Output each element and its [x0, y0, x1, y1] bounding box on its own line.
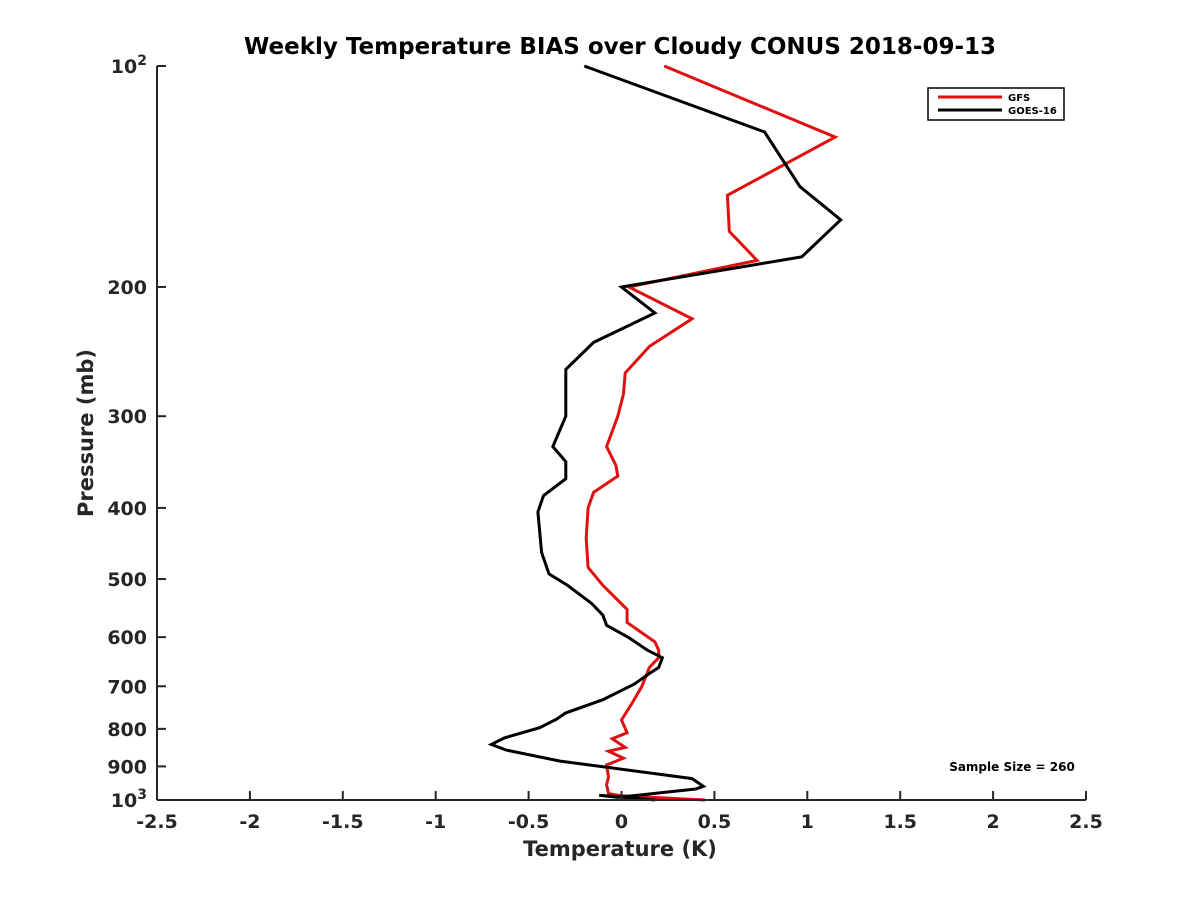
y-tick-label-base: 10 — [111, 790, 137, 812]
y-tick-label: 102 — [111, 53, 147, 78]
y-tick-label-exponent: 3 — [137, 787, 147, 803]
chart-title: Weekly Temperature BIAS over Cloudy CONU… — [244, 34, 996, 60]
y-tick-label-base: 400 — [107, 498, 147, 520]
y-tick-label: 400 — [107, 498, 147, 520]
x-axis-label: Temperature (K) — [523, 837, 717, 861]
y-tick-label: 600 — [107, 627, 147, 649]
x-tick-label: -1.5 — [322, 811, 364, 833]
y-tick-label-base: 500 — [107, 569, 147, 591]
y-tick-label: 700 — [107, 676, 147, 698]
y-tick-label-base: 10 — [111, 56, 137, 78]
x-tick-label: 0.5 — [698, 811, 732, 833]
x-tick-label: -0.5 — [508, 811, 550, 833]
x-tick-label: 0 — [615, 811, 628, 833]
axes-layer: -2.5 -2 -1.5 -1 -0.5 0 0.5 1 1.5 2 2.5102200300400… — [107, 53, 1103, 833]
x-tick-label: 1.5 — [883, 811, 917, 833]
x-tick-label: 2 — [986, 811, 999, 833]
y-axis-label: Pressure (mb) — [74, 349, 98, 517]
legend-label-goes-16: GOES-16 — [1008, 106, 1057, 117]
y-tick-label-base: 800 — [107, 719, 147, 741]
series-line-gfs — [584, 64, 839, 802]
y-tick-label-base: 700 — [107, 676, 147, 698]
y-tick-label: 200 — [107, 277, 147, 299]
legend-box — [927, 87, 1065, 121]
x-tick-label: -2 — [239, 811, 260, 833]
x-tick-label: -1 — [425, 811, 446, 833]
y-tick-label-base: 200 — [107, 277, 147, 299]
x-tick-label: 1 — [801, 811, 814, 833]
legend-label-gfs: GFS — [1008, 93, 1030, 104]
x-tick-label: -2.5 — [136, 811, 178, 833]
y-tick-label: 103 — [111, 787, 147, 812]
y-tick-label-base: 600 — [107, 627, 147, 649]
y-tick-label: 500 — [107, 569, 147, 591]
y-tick-label: 800 — [107, 719, 147, 741]
y-tick-label: 300 — [107, 406, 147, 428]
y-tick-label-base: 300 — [107, 406, 147, 428]
series-layer — [487, 64, 843, 802]
y-tick-label-exponent: 2 — [137, 53, 147, 69]
sample-size-annotation: Sample Size = 260 — [949, 760, 1075, 774]
x-tick-label: 2.5 — [1069, 811, 1103, 833]
series-line-goes-16 — [487, 64, 843, 802]
legend: GFS GOES-16 — [927, 87, 1065, 121]
y-tick-label-base: 900 — [107, 756, 147, 778]
y-tick-label: 900 — [107, 756, 147, 778]
